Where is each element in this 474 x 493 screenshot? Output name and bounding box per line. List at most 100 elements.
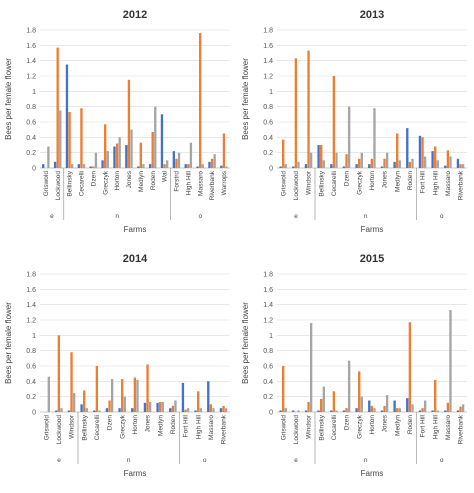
x-tick-label: Greczyk (356, 170, 363, 195)
y-tick-label: 1.2 (263, 318, 273, 325)
chart-2014: 2014 0 0.2 0.4 0.6 0.8 1 1.2 1.4 1.6 1.8 Bees per f… (0, 244, 237, 488)
y-tick-label: 1.8 (263, 272, 273, 279)
bar (282, 139, 285, 168)
x-tick-label: Horton (132, 415, 139, 435)
y-tick-label: 0 (32, 410, 36, 417)
bar (105, 408, 109, 412)
y-tick-label: 0.4 (26, 135, 36, 142)
bar (421, 408, 424, 412)
bar (106, 151, 109, 168)
bar (148, 402, 152, 412)
chart-2015-svg: 2015 0 0.2 0.4 0.6 0.8 1 1.2 1.4 1.6 1.8 Bees per f… (241, 253, 467, 478)
x-tick-label: Dzen (344, 171, 351, 187)
chart-2012: 2012 0 0.2 0.4 0.6 0.8 1 1.2 1.4 1.6 1.8 Bees per f… (0, 0, 237, 244)
x-tick-label: Forstrd (174, 171, 181, 192)
bar (80, 108, 83, 168)
y-tick-label: 0.4 (26, 379, 36, 386)
x-tick-label: Medlyn (138, 171, 145, 192)
bar (446, 402, 450, 412)
bar (320, 145, 323, 168)
x-tick-label: Riverbank (458, 414, 465, 444)
y-tick-label: 1.2 (26, 74, 36, 81)
bar (368, 400, 371, 412)
bar (115, 143, 119, 168)
x-tick-label: Riverbank (209, 170, 216, 200)
bar (309, 323, 313, 412)
y-tick-label: 1 (32, 333, 36, 340)
bar (444, 165, 447, 168)
y-tick-label: 1 (269, 333, 273, 340)
y-tick-label: 1.4 (26, 302, 36, 309)
bar (125, 145, 128, 168)
bar (98, 410, 101, 412)
bar (347, 360, 351, 412)
bar (210, 158, 214, 168)
bar (284, 408, 287, 412)
group-label: n (127, 457, 131, 464)
bar (53, 161, 57, 168)
x-tick-label: Cecarelli (94, 415, 101, 440)
bar (163, 164, 166, 168)
bar (309, 152, 313, 168)
bar (461, 404, 465, 412)
bar (72, 392, 76, 412)
x-tick-label: Dzen (90, 171, 97, 187)
bar (358, 158, 361, 168)
bar (396, 408, 399, 412)
bar (133, 377, 137, 412)
x-tick-label: Bellinsky (318, 170, 325, 196)
bar (380, 166, 384, 168)
bar (317, 410, 320, 412)
x-axis-label: Farms (124, 469, 147, 478)
y-tick-label: 0.2 (263, 394, 273, 401)
y-tick-label: 0 (32, 166, 36, 173)
bar (82, 164, 86, 168)
bar (345, 408, 348, 412)
bar (93, 410, 96, 412)
chart-2013-svg: 2013 0 0.2 0.4 0.6 0.8 1 1.2 1.4 1.6 1.8 Bees per f… (241, 9, 467, 234)
x-tick-label: Medlyn (394, 415, 401, 436)
bar (207, 381, 210, 412)
bar (434, 146, 437, 168)
y-tick-label: 1.6 (26, 287, 36, 294)
bar (335, 152, 338, 168)
bar (317, 145, 320, 168)
bar (57, 335, 61, 412)
bar (177, 152, 181, 168)
x-tick-label: Dzen (344, 415, 351, 431)
x-tick-label: Greczyk (356, 414, 363, 439)
chart-title: 2014 (123, 253, 148, 265)
x-tick-label: Greczyk (119, 414, 126, 439)
bar (355, 408, 358, 412)
x-tick-label: Roden (407, 171, 414, 191)
y-tick-label: 1.6 (263, 43, 273, 50)
y-tick-label: 0.2 (26, 150, 36, 157)
x-tick-label: Windsor (306, 170, 313, 195)
x-tick-label: Jones (145, 414, 152, 432)
bar (411, 158, 414, 168)
chart-title: 2012 (123, 9, 147, 21)
y-tick-label: 1.2 (26, 318, 36, 325)
bar (212, 408, 215, 412)
y-axis-label: Bees per female flower (241, 58, 250, 140)
bar (418, 410, 422, 412)
x-tick-label: Windsor (306, 414, 313, 439)
bar (297, 161, 300, 168)
bar (385, 395, 389, 412)
x-tick-label: Dzen (107, 415, 114, 431)
bar (94, 152, 98, 168)
bar (208, 161, 211, 168)
bar (368, 164, 371, 168)
y-tick-label: 0.4 (263, 135, 273, 142)
bar (68, 112, 71, 168)
y-tick-label: 1.4 (263, 58, 273, 65)
group-label: o (440, 457, 444, 464)
bar (449, 310, 452, 412)
bar (110, 379, 114, 412)
bar (172, 151, 175, 168)
bar (304, 410, 308, 412)
bar (360, 396, 363, 412)
group-label: o (198, 213, 202, 220)
bar (279, 410, 282, 412)
bar (59, 110, 62, 168)
